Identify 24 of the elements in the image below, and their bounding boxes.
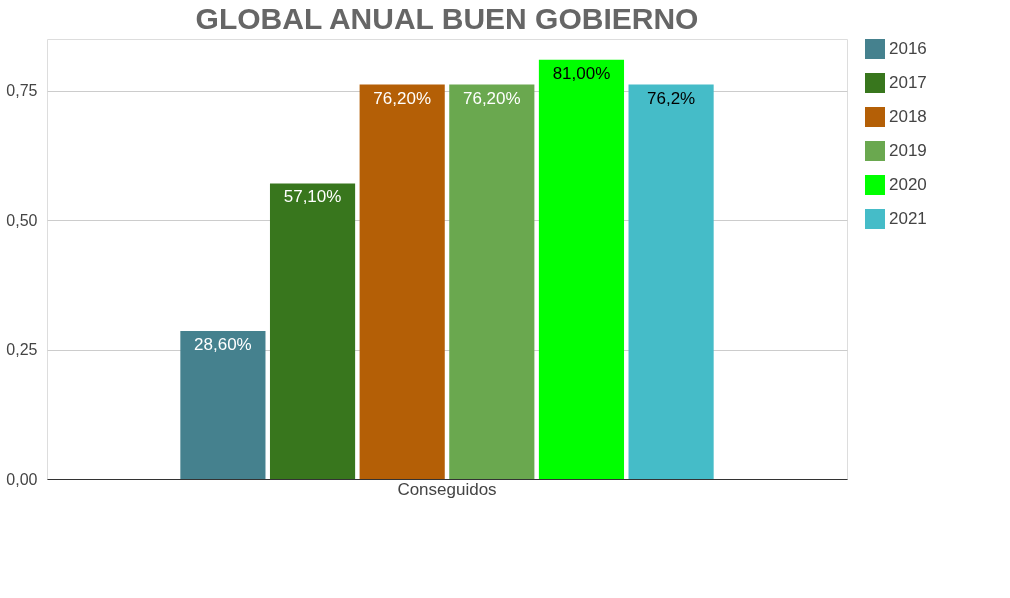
data-label: 76,20% — [462, 88, 521, 108]
data-label: 76,20% — [373, 88, 432, 108]
legend-label: 2020 — [889, 175, 927, 194]
bar — [449, 84, 535, 479]
bar — [628, 84, 714, 479]
data-label: 28,60% — [194, 334, 252, 354]
bar — [538, 59, 625, 479]
bar — [269, 183, 356, 479]
data-label: 81,00% — [552, 63, 611, 83]
y-tick-label: 0,25 — [6, 341, 38, 359]
legend-label: 2017 — [889, 73, 927, 92]
y-tick-label: 0,50 — [6, 211, 38, 229]
x-tick-label: Conseguidos — [397, 479, 497, 499]
bar — [180, 330, 266, 479]
y-tick-label: 0,00 — [6, 470, 38, 488]
legend-label: 2016 — [889, 39, 927, 58]
data-label: 76,2% — [646, 88, 696, 108]
bar — [359, 84, 445, 479]
legend-label: 2019 — [889, 141, 927, 160]
chart-title: GLOBAL ANUAL BUEN GOBIERNO — [195, 2, 699, 35]
data-label: 57,10% — [283, 187, 342, 207]
legend-label: 2021 — [889, 209, 927, 228]
legend-label: 2018 — [889, 107, 927, 126]
y-tick-label: 0,75 — [6, 82, 38, 100]
